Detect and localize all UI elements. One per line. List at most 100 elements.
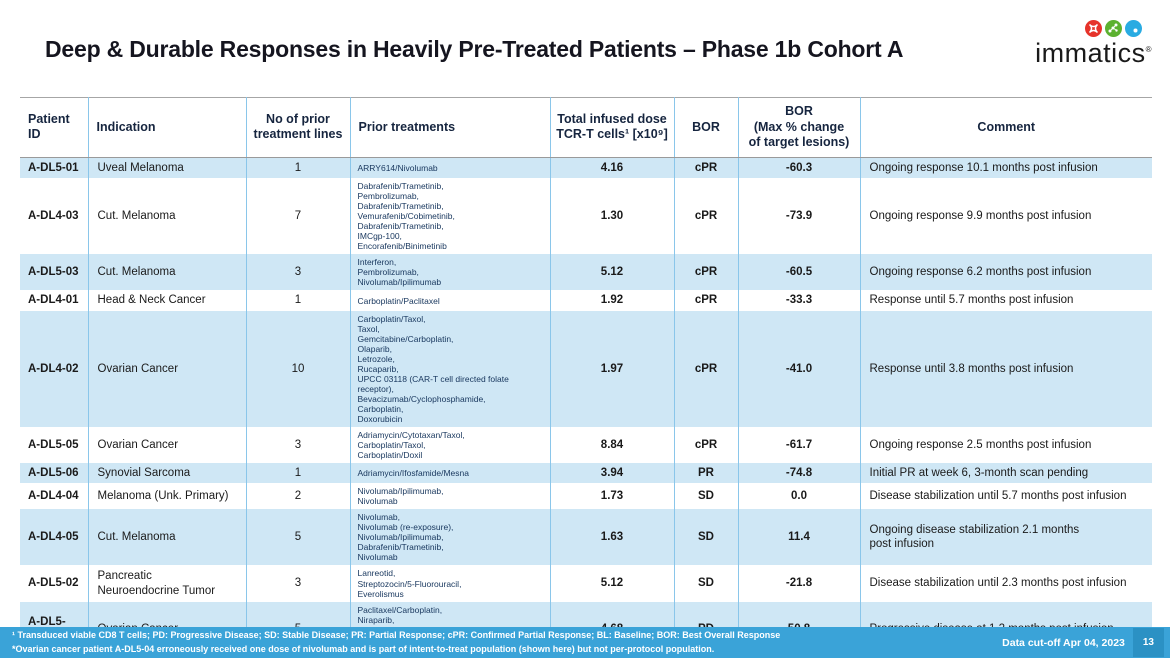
patient-id-cell: A-DL4-01 [20, 290, 89, 311]
prior-treatments-cell: Nivolumab, Nivolumab (re-exposure), Nivo… [349, 509, 551, 566]
bor-cell: cPR [673, 426, 739, 463]
slide-header: Deep & Durable Responses in Heavily Pre-… [0, 0, 1170, 67]
comment-cell: Response until 3.8 months post infusion [859, 310, 1152, 427]
prior-treatments-cell: Carboplatin/Paclitaxel [349, 290, 551, 311]
bor-cell: cPR [673, 178, 739, 255]
table-row: A-DL5-05 Ovarian Cancer 3 Adriamycin/Cyt… [20, 426, 1152, 463]
header-infused-dose: Total infused dose TCR-T cells¹ [x10⁹] [549, 97, 675, 158]
prior-lines-cell: 10 [245, 310, 351, 427]
comment-cell: Initial PR at week 6, 3-month scan pendi… [859, 463, 1152, 484]
indication-cell: Cut. Melanoma [87, 254, 247, 291]
max-change-cell: 0.0 [737, 483, 861, 510]
comment-cell: Disease stabilization until 2.3 months p… [859, 565, 1152, 602]
patient-id-cell: A-DL4-02 [20, 310, 89, 427]
infused-dose-cell: 1.92 [549, 290, 675, 311]
max-change-cell: -74.8 [737, 463, 861, 484]
patient-id-cell: A-DL5-05 [20, 426, 89, 463]
logo-dots [1085, 20, 1142, 42]
header-bor: BOR [673, 97, 739, 158]
prior-lines-cell: 3 [245, 254, 351, 291]
comment-cell: Ongoing response 6.2 months post infusio… [859, 254, 1152, 291]
table-body: A-DL5-01 Uveal Melanoma 1 ARRY614/Nivolu… [20, 157, 1152, 658]
indication-cell: Head & Neck Cancer [87, 290, 247, 311]
infused-dose-cell: 4.16 [549, 157, 675, 179]
max-change-cell: -33.3 [737, 290, 861, 311]
immatics-logo: immatics® [1035, 20, 1152, 67]
patients-table-wrapper: Patient ID Indication No of prior treatm… [20, 97, 1152, 658]
bor-cell: cPR [673, 290, 739, 311]
table-row: A-DL4-01 Head & Neck Cancer 1 Carboplati… [20, 290, 1152, 311]
bor-cell: SD [673, 483, 739, 510]
patient-id-cell: A-DL5-01 [20, 157, 89, 179]
registered-mark: ® [1145, 45, 1152, 54]
logo-wordmark: immatics® [1035, 38, 1152, 68]
indication-cell: Synovial Sarcoma [87, 463, 247, 484]
prior-treatments-cell: Nivolumab/Ipilimumab, Nivolumab [349, 483, 551, 510]
indication-cell: Cut. Melanoma [87, 178, 247, 255]
table-row: A-DL4-04 Melanoma (Unk. Primary) 2 Nivol… [20, 483, 1152, 510]
header-comment: Comment [859, 97, 1152, 158]
indication-cell: Pancreatic Neuroendocrine Tumor [87, 565, 247, 602]
prior-lines-cell: 3 [245, 426, 351, 463]
indication-cell: Cut. Melanoma [87, 509, 247, 566]
infused-dose-cell: 1.63 [549, 509, 675, 566]
bor-cell: cPR [673, 310, 739, 427]
prior-lines-cell: 7 [245, 178, 351, 255]
patient-id-cell: A-DL4-04 [20, 483, 89, 510]
prior-treatments-cell: Adriamycin/Ifosfamide/Mesna [349, 463, 551, 484]
prior-lines-cell: 3 [245, 565, 351, 602]
table-row: A-DL5-06 Synovial Sarcoma 1 Adriamycin/I… [20, 463, 1152, 484]
prior-lines-cell: 2 [245, 483, 351, 510]
comment-cell: Disease stabilization until 5.7 months p… [859, 483, 1152, 510]
comment-cell: Ongoing response 9.9 months post infusio… [859, 178, 1152, 255]
table-row: A-DL4-05 Cut. Melanoma 5 Nivolumab, Nivo… [20, 509, 1152, 566]
max-change-cell: -60.5 [737, 254, 861, 291]
patient-id-cell: A-DL4-03 [20, 178, 89, 255]
prior-treatments-cell: Adriamycin/Cytotaxan/Taxol, Carboplatin/… [349, 426, 551, 463]
page-title: Deep & Durable Responses in Heavily Pre-… [45, 36, 904, 62]
patient-id-cell: A-DL5-06 [20, 463, 89, 484]
logo-blue-circle-icon [1125, 20, 1142, 42]
infused-dose-cell: 3.94 [549, 463, 675, 484]
infused-dose-cell: 1.73 [549, 483, 675, 510]
header-prior-treatments: Prior treatments [349, 97, 551, 158]
prior-treatments-cell: Carboplatin/Taxol, Taxol, Gemcitabine/Ca… [349, 310, 551, 427]
bor-cell: cPR [673, 254, 739, 291]
table-row: A-DL5-02 Pancreatic Neuroendocrine Tumor… [20, 565, 1152, 602]
logo-green-molecule-icon [1105, 20, 1122, 42]
max-change-cell: -60.3 [737, 157, 861, 179]
table-row: A-DL5-01 Uveal Melanoma 1 ARRY614/Nivolu… [20, 157, 1152, 179]
max-change-cell: -73.9 [737, 178, 861, 255]
bor-cell: SD [673, 565, 739, 602]
footnote-abbreviations: ¹ Transduced viable CD8 T cells; PD: Pro… [12, 630, 781, 641]
max-change-cell: 11.4 [737, 509, 861, 566]
infused-dose-cell: 5.12 [549, 565, 675, 602]
bor-cell: PR [673, 463, 739, 484]
logo-red-circle-icon [1085, 20, 1102, 42]
comment-cell: Response until 5.7 months post infusion [859, 290, 1152, 311]
footnote-asterisk: *Ovarian cancer patient A-DL5-04 erroneo… [12, 643, 715, 654]
infused-dose-cell: 5.12 [549, 254, 675, 291]
infused-dose-cell: 1.30 [549, 178, 675, 255]
prior-lines-cell: 1 [245, 290, 351, 311]
prior-treatments-cell: Lanreotid, Streptozocin/5-Fluorouracil, … [349, 565, 551, 602]
footer-bar: ¹ Transduced viable CD8 T cells; PD: Pro… [0, 627, 1170, 658]
prior-treatments-cell: Interferon, Pembrolizumab, Nivolumab/Ipi… [349, 254, 551, 291]
prior-treatments-cell: Dabrafenib/Trametinib, Pembrolizumab, Da… [349, 178, 551, 255]
patients-table: Patient ID Indication No of prior treatm… [20, 97, 1152, 658]
comment-cell: Ongoing response 2.5 months post infusio… [859, 426, 1152, 463]
bor-cell: cPR [673, 157, 739, 179]
bor-cell: SD [673, 509, 739, 566]
prior-lines-cell: 1 [245, 157, 351, 179]
table-row: A-DL4-02 Ovarian Cancer 10 Carboplatin/T… [20, 310, 1152, 427]
prior-treatments-cell: ARRY614/Nivolumab [349, 157, 551, 179]
infused-dose-cell: 8.84 [549, 426, 675, 463]
header-patient-id: Patient ID [20, 97, 89, 158]
indication-cell: Ovarian Cancer [87, 426, 247, 463]
indication-cell: Uveal Melanoma [87, 157, 247, 179]
indication-cell: Melanoma (Unk. Primary) [87, 483, 247, 510]
max-change-cell: -21.8 [737, 565, 861, 602]
header-prior-lines: No of prior treatment lines [245, 97, 351, 158]
infused-dose-cell: 1.97 [549, 310, 675, 427]
